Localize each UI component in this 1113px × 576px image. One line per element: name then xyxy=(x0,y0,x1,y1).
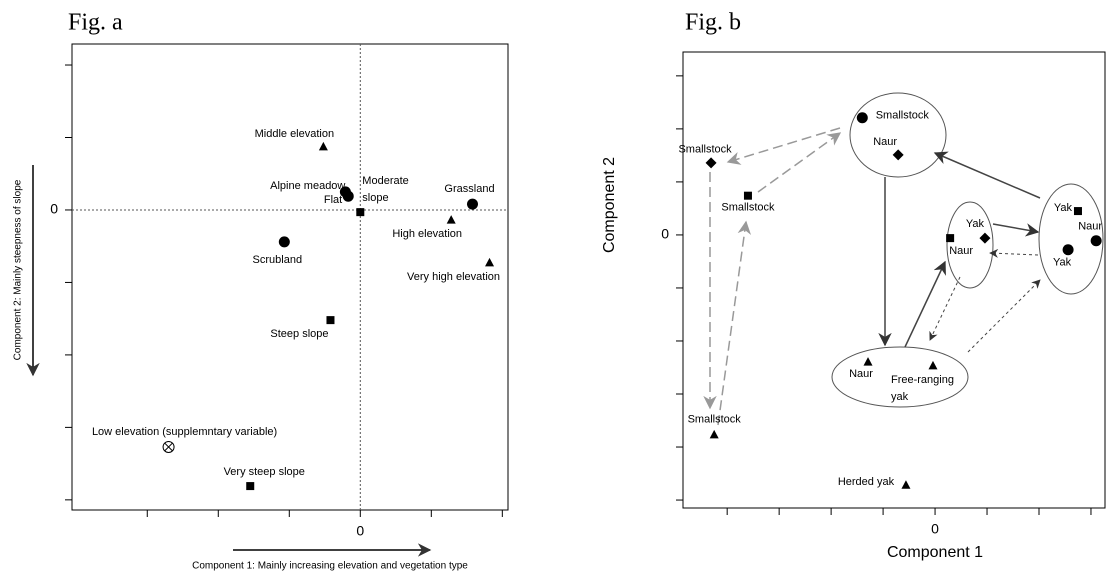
y-tick-label: 0 xyxy=(50,201,58,217)
point-part xyxy=(164,442,173,452)
point-label: Alpine meadow xyxy=(270,180,345,192)
point-label: Yak xyxy=(966,218,985,230)
point-label: Smallstock xyxy=(688,414,742,426)
point xyxy=(1073,207,1082,216)
group-ellipse xyxy=(849,92,947,178)
arrows-a xyxy=(26,165,432,557)
point xyxy=(705,157,717,169)
point-label: Free-ranging xyxy=(891,374,954,386)
point-label: High elevation xyxy=(392,228,462,240)
point xyxy=(246,482,255,491)
point xyxy=(446,215,456,224)
diagram-b xyxy=(703,92,1104,426)
point-label: Smallstock xyxy=(678,144,732,156)
point-label: Yak xyxy=(1054,202,1073,214)
point-label: Low elevation (supplemntary variable) xyxy=(92,426,277,438)
solid-arrows xyxy=(878,151,1041,348)
chart-title: Fig. a xyxy=(68,10,123,36)
point xyxy=(946,234,955,243)
x-axis-label: Component 1 xyxy=(887,544,983,561)
point xyxy=(928,360,938,370)
point-label: Smallstock xyxy=(876,110,930,122)
point-label: slope xyxy=(362,192,388,204)
point xyxy=(743,191,752,200)
x-axis-label: Component 1: Mainly increasing elevation… xyxy=(192,561,468,572)
plot-frame xyxy=(682,51,1106,509)
point-label: yak xyxy=(891,391,909,403)
x-tick-label: 0 xyxy=(931,521,939,537)
point xyxy=(892,149,904,161)
point-label: Scrubland xyxy=(253,254,303,266)
point-label: Moderate xyxy=(362,175,408,187)
point xyxy=(485,257,495,267)
point-label: Naur xyxy=(949,245,973,257)
point-label: Naur xyxy=(849,368,873,380)
point-label: Very steep slope xyxy=(224,466,305,478)
point xyxy=(278,236,290,248)
point xyxy=(162,440,175,453)
point xyxy=(1062,244,1074,256)
point xyxy=(318,141,328,151)
point-label: Herded yak xyxy=(838,476,895,488)
group-ellipse xyxy=(946,201,994,289)
group-ellipse xyxy=(1038,183,1104,295)
point-label: Steep slope xyxy=(270,328,328,340)
point xyxy=(863,357,873,366)
y-axis-label: Component 2: Mainly steepness of slope xyxy=(13,179,24,360)
x-tick-label: 0 xyxy=(356,523,364,539)
gray-arrows xyxy=(703,127,842,426)
point xyxy=(326,316,335,325)
point-label: Naur xyxy=(1078,221,1102,233)
dotted-arrows xyxy=(929,248,1041,353)
point-part xyxy=(162,440,175,453)
point-label: Grassland xyxy=(444,183,494,195)
point-label: Flat xyxy=(324,194,342,206)
point xyxy=(856,112,868,124)
y-axis-label: Component 2 xyxy=(601,157,618,253)
point-label: Middle elevation xyxy=(255,128,335,140)
point-label: Very high elevation xyxy=(407,271,500,283)
point-label: Smallstock xyxy=(721,202,775,214)
chart-title: Fig. b xyxy=(685,10,741,36)
point xyxy=(979,232,991,244)
point xyxy=(342,190,354,202)
point xyxy=(901,480,911,489)
y-tick-label: 0 xyxy=(661,226,669,242)
group-ellipse xyxy=(831,346,969,408)
point-label: Naur xyxy=(873,136,897,148)
point xyxy=(356,208,365,217)
plot-frame xyxy=(71,43,509,511)
point xyxy=(1090,235,1102,247)
point-label: Yak xyxy=(1053,257,1072,269)
point xyxy=(709,429,719,439)
point xyxy=(466,198,478,210)
